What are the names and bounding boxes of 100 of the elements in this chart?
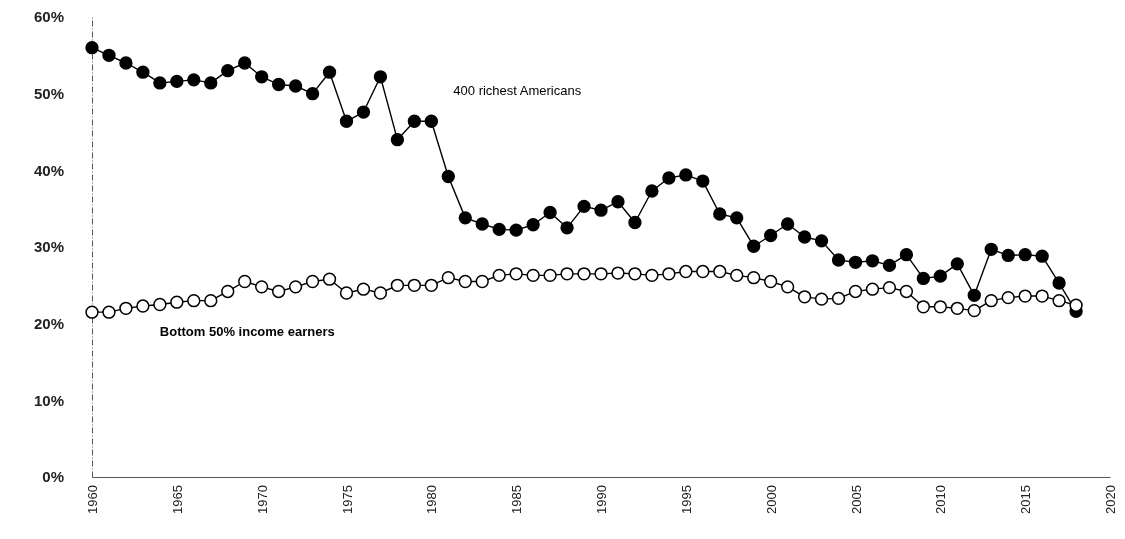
point — [882, 280, 897, 295]
point — [543, 205, 557, 220]
point — [102, 48, 116, 62]
point — [526, 218, 540, 232]
point — [1035, 289, 1049, 303]
point — [424, 114, 438, 128]
point — [441, 169, 455, 184]
point — [814, 234, 829, 248]
x-tick-label: 1975 — [339, 485, 355, 514]
point — [713, 264, 727, 279]
point — [85, 41, 99, 55]
point — [916, 271, 931, 286]
point — [509, 267, 523, 281]
point — [255, 70, 269, 84]
point — [984, 242, 998, 256]
point — [153, 76, 167, 90]
point — [865, 282, 880, 296]
point — [1052, 294, 1066, 308]
point — [271, 77, 286, 92]
point — [1035, 249, 1049, 263]
point — [628, 267, 642, 281]
point — [85, 305, 99, 319]
point — [339, 114, 354, 128]
point — [390, 278, 405, 292]
point — [238, 274, 252, 289]
point — [577, 199, 591, 214]
y-tick-label: 60% — [33, 8, 64, 26]
point — [119, 56, 133, 70]
point — [848, 255, 863, 269]
point — [475, 274, 489, 289]
y-tick-label: 40% — [33, 161, 64, 179]
point — [305, 274, 320, 289]
point — [509, 223, 523, 237]
point — [730, 268, 744, 283]
point — [390, 133, 405, 147]
point — [560, 221, 574, 235]
point — [187, 73, 201, 87]
point — [882, 258, 897, 273]
point — [543, 268, 557, 283]
point — [187, 294, 201, 308]
point — [797, 230, 812, 244]
point — [441, 271, 455, 285]
point — [797, 290, 812, 304]
point — [831, 253, 846, 267]
point — [662, 267, 676, 281]
point — [204, 294, 218, 308]
x-tick-label: 2015 — [1018, 485, 1034, 514]
point — [255, 280, 269, 294]
point — [899, 284, 914, 299]
point — [170, 74, 184, 89]
point — [1018, 289, 1032, 303]
point — [373, 70, 388, 84]
point — [424, 278, 438, 292]
point — [679, 264, 693, 279]
x-tick-label: 1995 — [678, 485, 694, 514]
point — [611, 266, 625, 280]
y-tick-label: 10% — [33, 391, 64, 409]
point — [764, 274, 778, 289]
x-tick-label: 2020 — [1103, 485, 1119, 514]
x-tick-label: 2005 — [848, 485, 864, 514]
point — [780, 280, 795, 294]
point — [848, 284, 863, 299]
x-tick-label: 1985 — [509, 485, 525, 514]
point — [831, 291, 846, 306]
point — [696, 174, 710, 188]
point — [1001, 290, 1015, 305]
point — [577, 267, 591, 281]
point — [611, 195, 625, 209]
point — [204, 76, 218, 90]
x-tick-label: 1970 — [254, 485, 270, 514]
point — [696, 264, 710, 279]
point — [288, 280, 303, 294]
point — [322, 65, 337, 79]
point — [679, 168, 693, 182]
y-tick-label: 30% — [33, 238, 64, 256]
point — [1001, 248, 1015, 263]
series-label: Bottom 50% income earners — [159, 324, 335, 340]
point — [730, 211, 744, 225]
point — [950, 301, 964, 315]
y-tick-label: 0% — [42, 468, 64, 486]
point — [933, 269, 947, 283]
point — [713, 207, 727, 221]
point — [475, 217, 489, 231]
point — [899, 248, 914, 262]
point — [221, 284, 235, 299]
x-tick-label: 1990 — [594, 485, 610, 514]
point — [492, 222, 506, 237]
point — [628, 215, 642, 230]
point — [933, 300, 947, 314]
point — [136, 65, 150, 79]
point — [492, 268, 506, 283]
point — [560, 267, 574, 281]
point — [102, 305, 116, 319]
point — [407, 114, 422, 128]
point — [594, 267, 608, 281]
point — [305, 87, 320, 101]
point — [594, 203, 608, 217]
point — [119, 301, 133, 315]
y-tick-label: 20% — [33, 314, 64, 332]
text: 400 richest Americans — [453, 83, 582, 99]
